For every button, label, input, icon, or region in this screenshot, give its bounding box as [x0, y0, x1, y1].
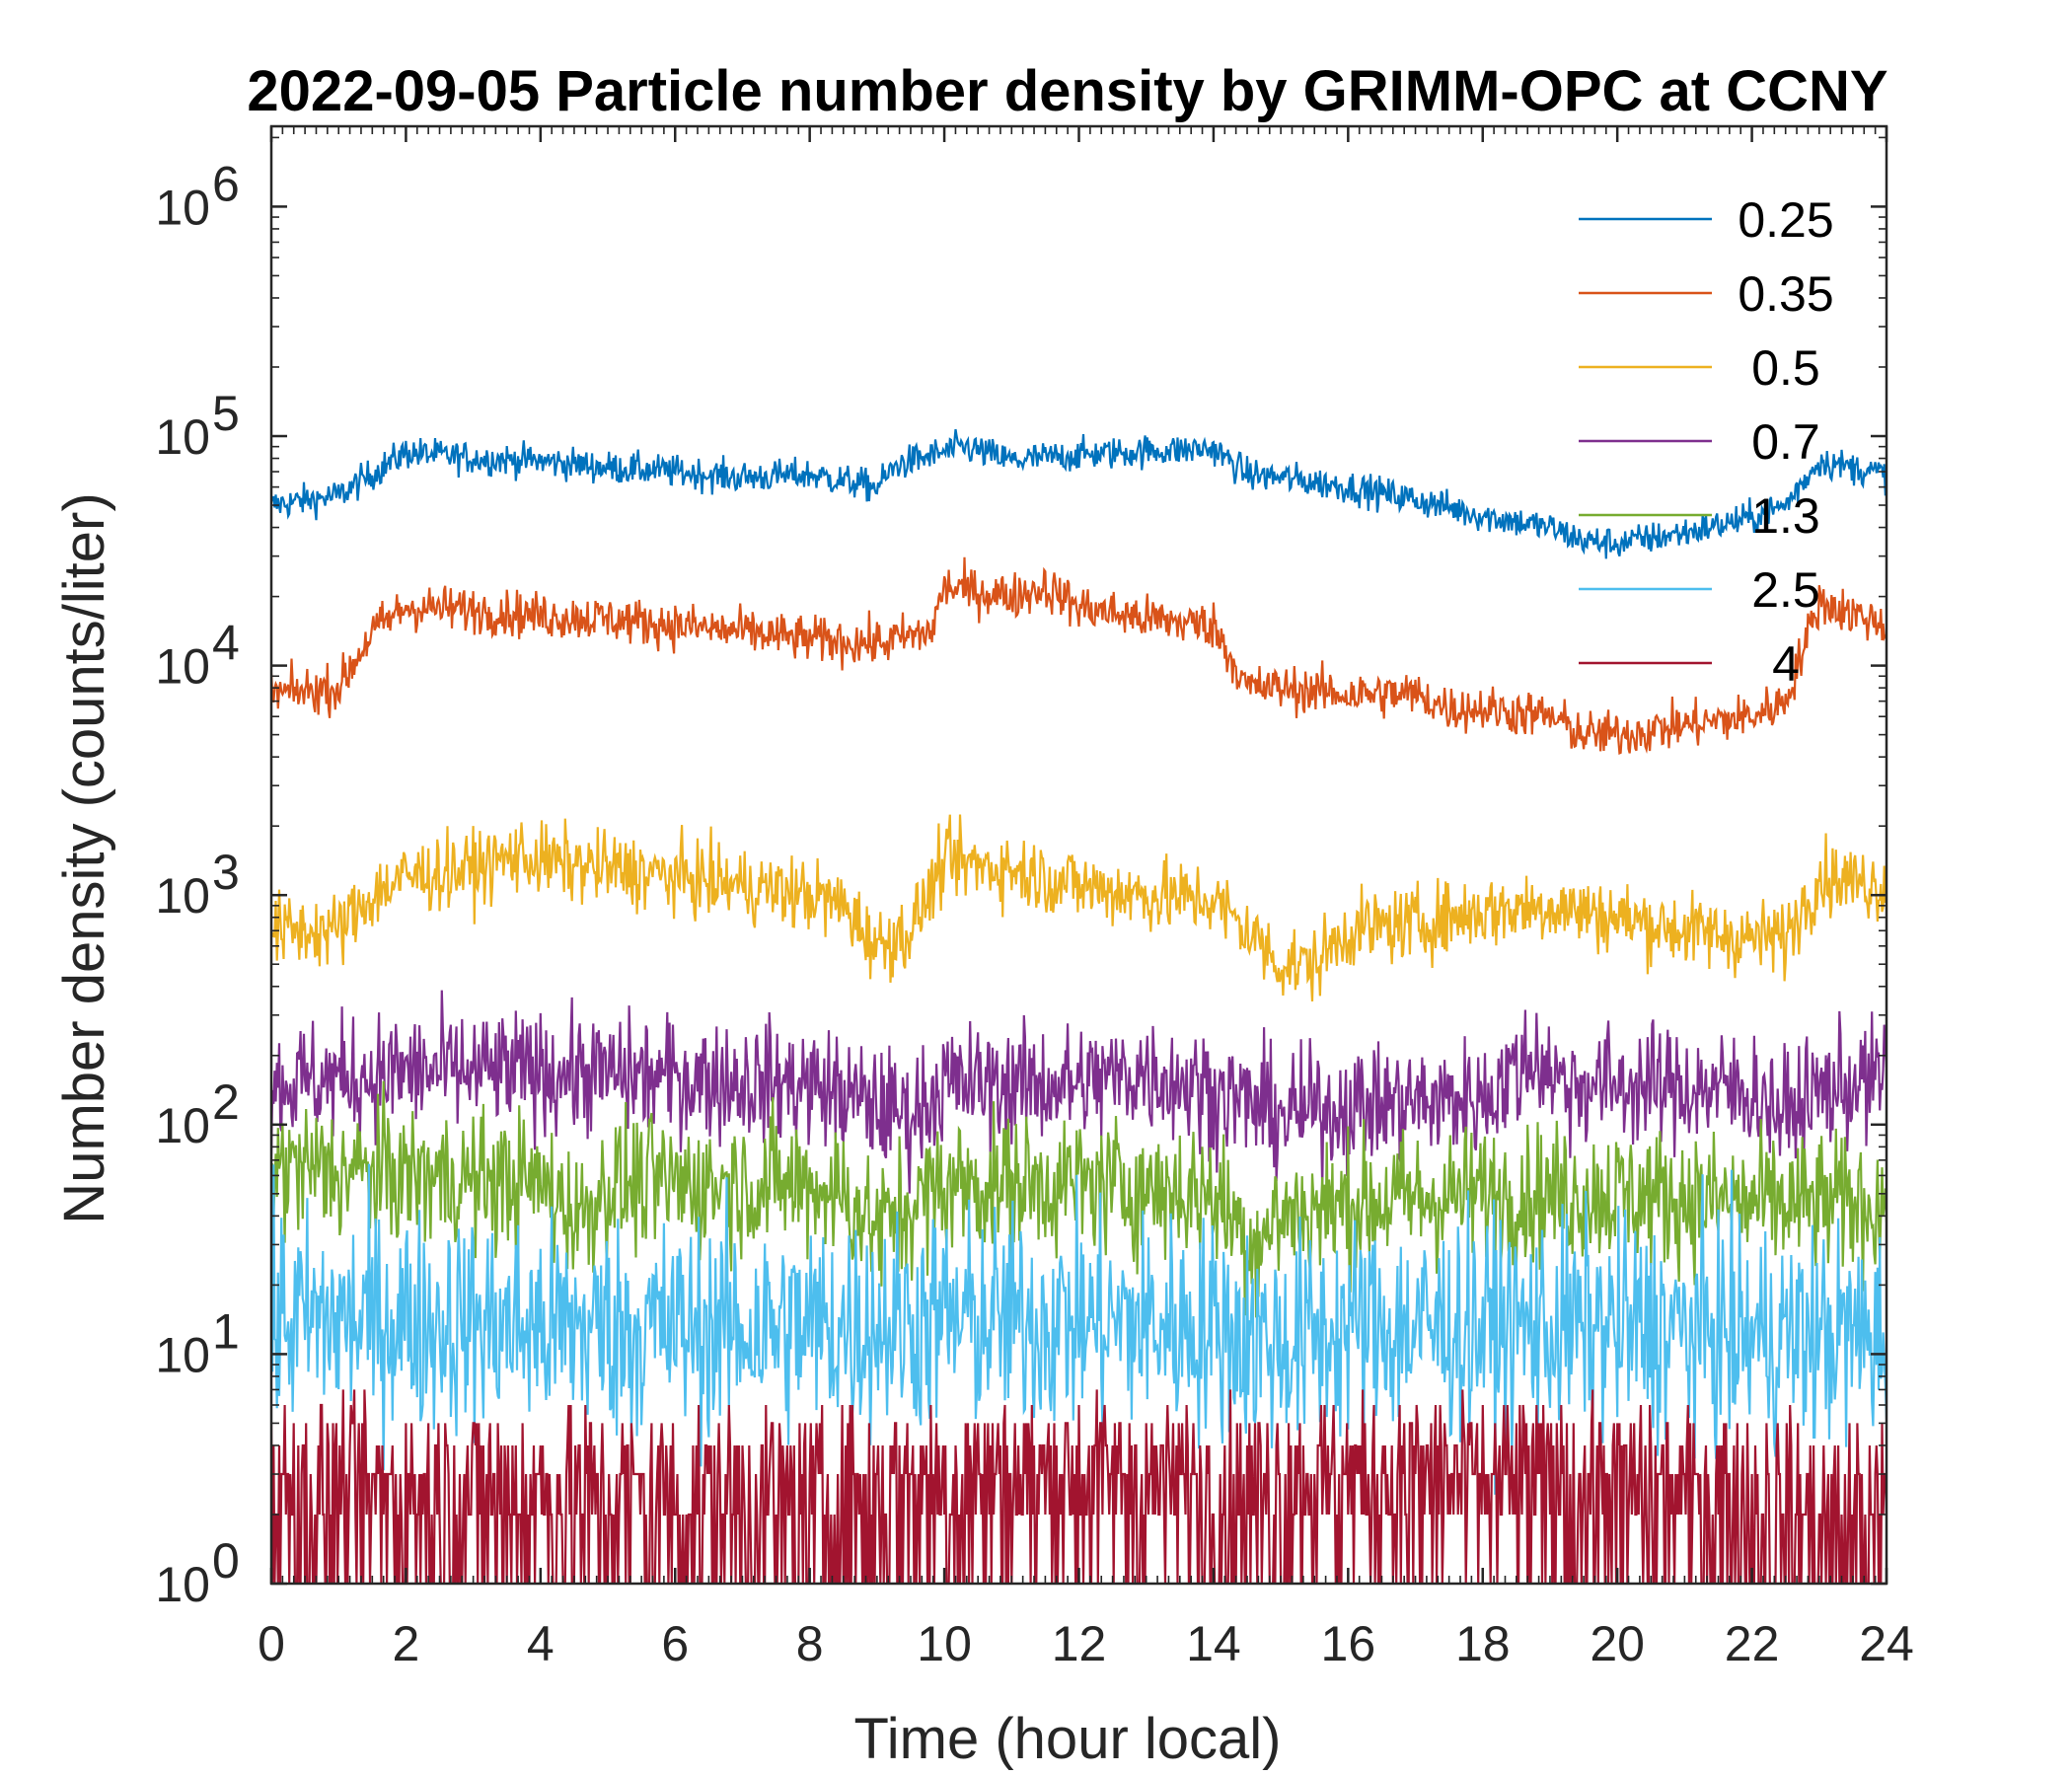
series-line-4: [271, 1389, 1887, 1584]
x-tick-label: 12: [1052, 1616, 1107, 1671]
x-tick-label: 6: [661, 1616, 689, 1671]
legend-label: 0.5: [1751, 340, 1820, 396]
x-tick-label: 8: [796, 1616, 824, 1671]
y-tick-exponent: 0: [212, 1533, 240, 1589]
x-tick-label: 0: [258, 1616, 285, 1671]
legend-label: 0.25: [1738, 192, 1833, 248]
y-tick-exponent: 2: [212, 1074, 240, 1130]
series-line-0.7: [271, 990, 1887, 1194]
x-tick-label: 4: [527, 1616, 555, 1671]
y-tick-exponent: 5: [212, 386, 240, 441]
series-line-0.5: [271, 814, 1887, 1001]
y-tick-label: 10: [155, 639, 210, 695]
legend-label: 0.7: [1751, 414, 1820, 470]
y-axis-label: Number density (counts/liter): [52, 492, 116, 1223]
y-tick-exponent: 4: [212, 616, 240, 671]
legend-label: 2.5: [1751, 562, 1820, 618]
x-tick-label: 22: [1725, 1616, 1780, 1671]
series-line-0.35: [271, 556, 1887, 755]
y-tick-exponent: 3: [212, 845, 240, 900]
y-tick-label: 10: [155, 1557, 210, 1612]
x-tick-label: 14: [1186, 1616, 1241, 1671]
x-tick-label: 20: [1590, 1616, 1645, 1671]
x-tick-label: 18: [1455, 1616, 1511, 1671]
series-line-0.25: [271, 428, 1887, 559]
y-tick-label: 10: [155, 180, 210, 235]
y-tick-label: 10: [155, 1098, 210, 1153]
chart-title: 2022-09-05 Particle number density by GR…: [247, 59, 1887, 123]
y-tick-label: 10: [155, 1327, 210, 1382]
x-axis-label: Time (hour local): [854, 1707, 1282, 1771]
series-line-1.3: [271, 1080, 1887, 1318]
x-tick-label: 10: [917, 1616, 972, 1671]
y-tick-exponent: 6: [212, 156, 240, 211]
legend: 0.25 0.35 0.5 0.7 1.3 2.5 4: [1579, 192, 1834, 692]
series-layer: [271, 428, 1887, 1584]
series-line-2.5: [271, 1163, 1887, 1495]
y-tick-label: 10: [155, 409, 210, 465]
y-tick-label: 10: [155, 868, 210, 924]
y-tick-exponent: 1: [212, 1303, 240, 1359]
x-tick-label: 16: [1321, 1616, 1376, 1671]
x-tick-label: 2: [393, 1616, 420, 1671]
legend-label: 4: [1772, 636, 1800, 692]
x-tick-label: 24: [1859, 1616, 1914, 1671]
legend-label: 1.3: [1751, 488, 1820, 544]
legend-label: 0.35: [1738, 266, 1833, 322]
